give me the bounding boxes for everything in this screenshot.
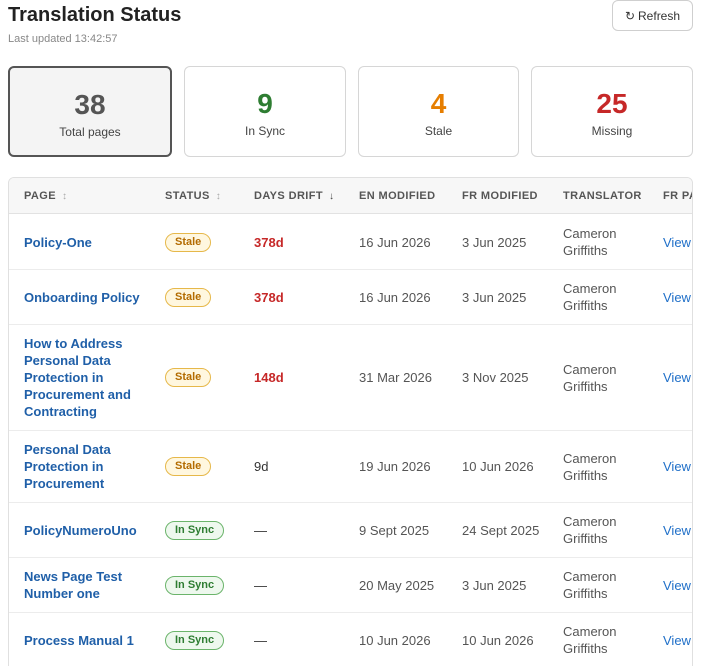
card-label: Missing [591, 124, 633, 138]
refresh-label: Refresh [638, 8, 681, 23]
fr-modified: 3 Jun 2025 [462, 577, 527, 593]
status-badge: Stale [165, 368, 212, 387]
days-drift: 148d [254, 370, 284, 385]
translator: Cameron Griffiths [563, 361, 617, 394]
days-drift: — [254, 632, 267, 648]
en-modified: 9 Sept 2025 [359, 522, 430, 538]
translator: Cameron Griffiths [563, 281, 617, 313]
card-label: Total pages [59, 125, 121, 139]
view-link[interactable]: View [663, 459, 691, 474]
days-drift: — [254, 577, 267, 593]
page-link[interactable]: News Page Test Number one [24, 569, 123, 601]
en-modified: 19 Jun 2026 [359, 459, 431, 474]
view-link[interactable]: View [663, 370, 691, 385]
column-header-status[interactable]: STATUS ↕ [165, 190, 222, 202]
table-row: Personal Data Protection in Procurement … [9, 431, 692, 503]
column-header-fr-page: FR PAGE [663, 190, 692, 202]
days-drift: 9d [254, 459, 269, 474]
en-modified: 10 Jun 2026 [359, 632, 431, 648]
days-drift: — [254, 522, 267, 538]
card-in-sync[interactable]: 9 In Sync [184, 66, 346, 157]
en-modified: 16 Jun 2026 [359, 234, 431, 250]
card-label: Stale [424, 124, 453, 138]
sort-desc-icon: ↓ [329, 191, 335, 202]
status-badge: In Sync [165, 630, 225, 650]
card-stale[interactable]: 4 Stale [358, 66, 519, 157]
status-badge: Stale [165, 457, 212, 476]
fr-modified: 3 Jun 2025 [462, 289, 527, 305]
fr-modified: 10 Jun 2026 [462, 459, 534, 474]
view-link[interactable]: View [663, 577, 691, 593]
status-badge: In Sync [165, 575, 225, 595]
page-header: Translation Status Last updated 13:42:57… [8, 0, 693, 48]
table-row: How to Address Personal Data Protection … [9, 325, 692, 431]
days-drift: 378d [254, 289, 284, 305]
translator: Cameron Griffiths [563, 624, 617, 656]
en-modified: 16 Jun 2026 [359, 289, 431, 305]
sort-icon: ↕ [61, 191, 68, 202]
view-link[interactable]: View [663, 289, 691, 305]
status-badge: Stale [165, 232, 212, 252]
column-header-translator: TRANSLATOR [563, 190, 642, 202]
view-link[interactable]: View [663, 522, 691, 538]
translator: Cameron Griffiths [563, 514, 617, 546]
view-link[interactable]: View [663, 632, 691, 648]
en-modified: 20 May 2025 [359, 577, 435, 593]
card-total-pages[interactable]: 38 Total pages [8, 66, 172, 157]
card-value: 25 [596, 88, 628, 119]
status-badge: In Sync [165, 520, 225, 540]
page-title: Translation Status [8, 4, 182, 26]
card-value: 4 [430, 88, 447, 119]
days-drift: 378d [254, 234, 284, 250]
column-header-fr-modified: FR MODIFIED [462, 190, 538, 202]
translator: Cameron Griffiths [563, 569, 617, 601]
card-value: 38 [74, 89, 106, 120]
column-header-en-modified: EN MODIFIED [359, 190, 436, 202]
column-header-page[interactable]: PAGE ↕ [24, 190, 68, 202]
table-row: Policy-One Stale 378d 16 Jun 2026 3 Jun … [9, 215, 692, 270]
table-row: News Page Test Number one In Sync — 20 M… [9, 558, 692, 613]
fr-modified: 10 Jun 2026 [462, 632, 534, 648]
page-link[interactable]: Process Manual 1 [24, 632, 134, 648]
fr-modified: 3 Jun 2025 [462, 234, 527, 250]
sort-icon: ↕ [215, 191, 222, 202]
table-row: Process Manual 1 In Sync — 10 Jun 2026 1… [9, 613, 692, 666]
table-header: PAGE ↕ STATUS ↕ DAYS DRIFT ↓ EN MODIFIED FR… [9, 178, 692, 214]
translator: Cameron Griffiths [563, 226, 617, 258]
last-updated-text: Last updated 13:42:57 [8, 33, 118, 45]
fr-modified: 3 Nov 2025 [462, 370, 529, 385]
card-missing[interactable]: 25 Missing [531, 66, 693, 157]
table-row: PolicyNumeroUno In Sync — 9 Sept 2025 24… [9, 503, 692, 558]
column-header-days-drift[interactable]: DAYS DRIFT ↓ [254, 190, 335, 202]
page-link[interactable]: Policy-One [24, 234, 92, 250]
en-modified: 31 Mar 2026 [359, 370, 432, 385]
translation-table: PAGE ↕ STATUS ↕ DAYS DRIFT ↓ EN MODIFIED FR… [8, 177, 693, 666]
view-link[interactable]: View [663, 234, 691, 250]
page-link[interactable]: PolicyNumeroUno [24, 522, 137, 538]
card-label: In Sync [244, 124, 286, 138]
page-link[interactable]: Personal Data Protection in Procurement [24, 442, 111, 491]
page-link[interactable]: Onboarding Policy [24, 289, 140, 305]
table-row: Onboarding Policy Stale 378d 16 Jun 2026… [9, 270, 692, 325]
translator: Cameron Griffiths [563, 450, 617, 483]
summary-cards: 38 Total pages 9 In Sync 4 Stale 25 Miss… [8, 66, 693, 157]
card-value: 9 [257, 88, 273, 119]
status-badge: Stale [165, 287, 212, 307]
fr-modified: 24 Sept 2025 [462, 522, 540, 538]
page-link[interactable]: How to Address Personal Data Protection … [24, 336, 131, 419]
refresh-button[interactable]: ↻ Refresh [612, 0, 693, 31]
refresh-icon: ↻ [624, 8, 636, 23]
